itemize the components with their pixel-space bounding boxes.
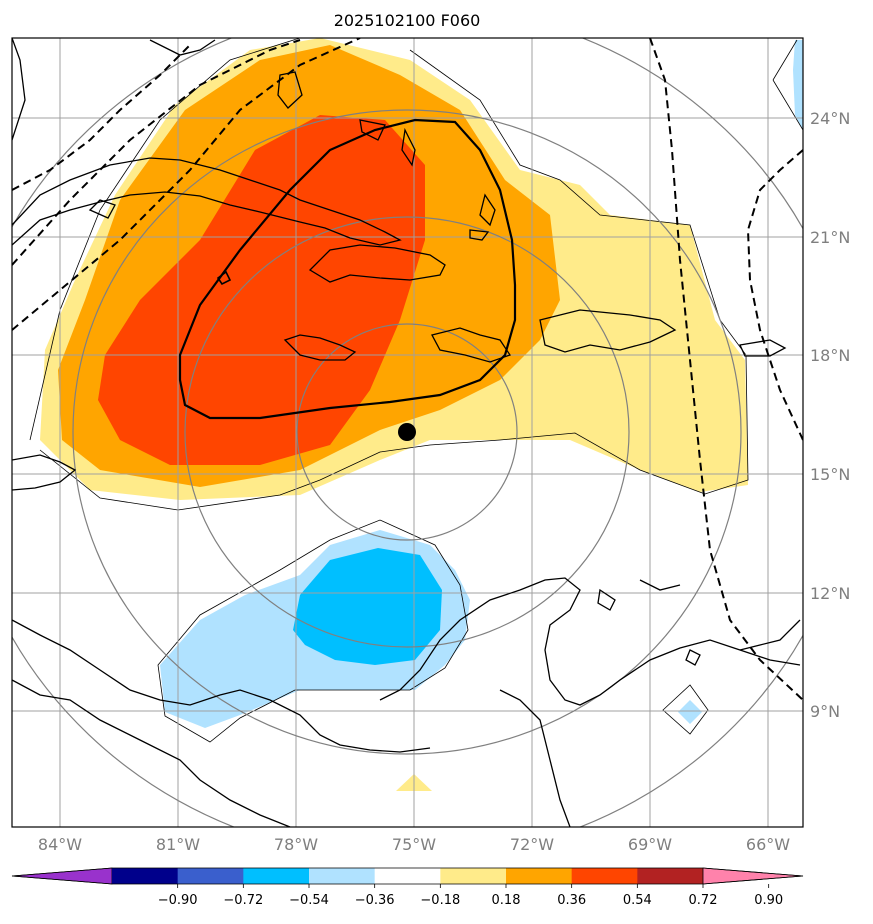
colorbar-swatch <box>506 868 573 884</box>
colorbar-swatch <box>571 868 638 884</box>
colorbar-label: −0.72 <box>223 893 263 908</box>
colorbar: −0.90 −0.72 −0.54 −0.36 −0.18 0.18 0.36 0.54 0.7… <box>11 867 804 908</box>
colorbar-swatch <box>243 868 310 884</box>
lon-label: 69°W <box>628 835 672 854</box>
colorbar-extend-low <box>11 867 113 885</box>
coastlines <box>12 38 801 827</box>
colorbar-label: −0.54 <box>289 893 329 908</box>
negative-anomaly-small <box>678 700 702 724</box>
thin-contour-north <box>29 38 749 511</box>
colorbar-extend-high <box>702 867 804 885</box>
thin-contour-south <box>157 519 469 743</box>
colorbar-label: −0.18 <box>420 893 460 908</box>
storm-center-marker <box>398 423 416 441</box>
colorbar-swatch <box>637 868 704 884</box>
lat-label: 21°N <box>810 228 850 247</box>
lat-label: 12°N <box>810 584 850 603</box>
lat-label: 24°N <box>810 109 850 128</box>
colorbar-outline <box>11 867 804 885</box>
thick-contour-inner <box>216 270 232 286</box>
colorbar-swatch <box>177 868 244 884</box>
colorbar-label: 0.36 <box>557 893 586 908</box>
graticule <box>12 38 803 827</box>
range-rings <box>12 38 803 827</box>
colorbar-swatch <box>309 868 376 884</box>
lon-label: 84°W <box>38 835 82 854</box>
thick-contour <box>178 118 517 420</box>
latitude-labels: 24°N 21°N 18°N 15°N 12°N 9°N <box>810 109 850 721</box>
lat-label: 18°N <box>810 346 850 365</box>
negative-anomaly-medium <box>293 548 442 665</box>
lon-label: 66°W <box>746 835 790 854</box>
colorbar-label: 0.90 <box>754 893 783 908</box>
lat-label: 15°N <box>810 465 850 484</box>
colorbar-label: 0.18 <box>492 893 521 908</box>
map-title: 2025102100 F060 <box>334 11 481 30</box>
longitude-labels: 84°W 81°W 78°W 75°W 72°W 69°W 66°W <box>38 835 790 854</box>
thin-contour-diamond <box>662 684 709 735</box>
colorbar-swatch <box>440 868 507 884</box>
lon-label: 75°W <box>392 835 436 854</box>
lon-label: 78°W <box>274 835 318 854</box>
lat-label: 9°N <box>810 702 840 721</box>
colorbar-swatch <box>112 868 179 884</box>
colorbar-swatch <box>374 868 441 884</box>
colorbar-label: −0.90 <box>158 893 198 908</box>
colorbar-label: −0.36 <box>355 893 395 908</box>
colorbar-label: 0.54 <box>623 893 652 908</box>
dashed-contours <box>12 38 803 701</box>
colorbar-label: 0.72 <box>689 893 718 908</box>
lon-label: 81°W <box>156 835 200 854</box>
map-frame <box>11 37 804 828</box>
negative-anomaly-edge <box>793 40 803 130</box>
lon-label: 72°W <box>510 835 554 854</box>
thin-contour-east <box>772 39 803 131</box>
